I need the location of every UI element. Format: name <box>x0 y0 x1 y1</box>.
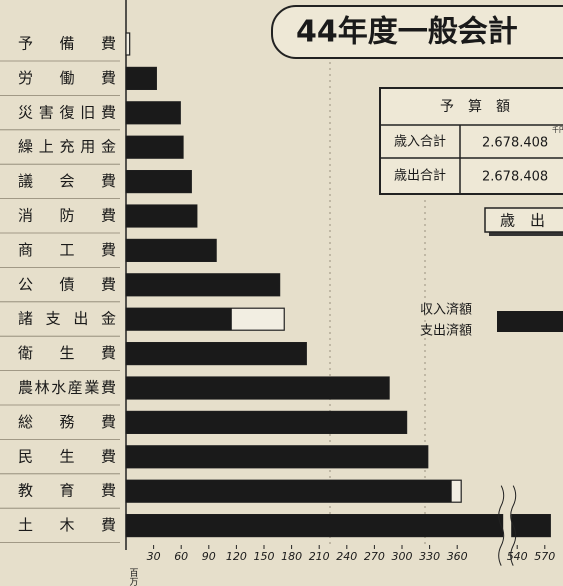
category-label: 民生費 <box>18 447 116 465</box>
category-label: 土木費 <box>18 516 116 534</box>
bar <box>126 239 217 262</box>
table-cell: 歳出合計 <box>394 168 446 184</box>
category-label: 総務費 <box>18 413 116 431</box>
category-label: 議会費 <box>18 172 116 190</box>
legend-label: 支出済額 <box>420 323 472 339</box>
x-tick-label: 150 <box>254 550 275 563</box>
table-cell: 2.678.408 <box>482 136 548 151</box>
x-tick-label: 120 <box>226 550 247 563</box>
break-gap <box>503 511 512 540</box>
category-label: 教育費 <box>18 482 116 500</box>
x-unit: 百万円 <box>128 568 139 586</box>
x-tick-label: 270 <box>364 550 385 563</box>
tag-box <box>484 207 563 233</box>
x-tick-label: 90 <box>202 550 216 563</box>
legend-label: 収入済額 <box>420 302 472 318</box>
category-label: 衛生費 <box>18 344 116 362</box>
category-label: 消防費 <box>18 207 116 225</box>
x-tick-label: 240 <box>336 550 357 563</box>
table-unit: 千円 <box>552 125 563 134</box>
x-tick-label: 540 <box>507 550 528 563</box>
x-tick-label: 30 <box>147 550 161 563</box>
table-frame <box>379 87 563 195</box>
title-box <box>271 5 563 59</box>
category-label: 予備費 <box>18 35 116 53</box>
table-header: 予 算 額 <box>440 99 510 115</box>
budget-table: 予 算 額 千円 歳入合計 2.678.408 歳出合計 2.678.408 <box>379 87 563 195</box>
x-tick-label: 210 <box>309 550 330 563</box>
bar <box>126 205 197 227</box>
x-tick-label: 360 <box>447 550 468 563</box>
category-label: 農林水産業費 <box>18 379 116 397</box>
category-label: 公債費 <box>18 275 116 293</box>
category-label: 労働費 <box>18 69 116 87</box>
bar <box>126 101 181 124</box>
break-mark <box>498 485 505 566</box>
x-tick-label: 180 <box>281 550 302 563</box>
title: 44年度一般会計 <box>296 15 518 50</box>
bar <box>126 342 307 365</box>
bar <box>126 170 192 193</box>
bar <box>126 136 184 159</box>
bar <box>126 445 428 468</box>
category-label: 商工費 <box>18 241 116 259</box>
bar <box>126 273 280 296</box>
bar <box>126 67 157 90</box>
legend-swatch <box>497 311 563 332</box>
bar <box>126 480 452 503</box>
section-tag: 歳 出 <box>500 212 545 230</box>
x-tick-label: 330 <box>419 550 440 563</box>
x-tick-label: 570 <box>534 550 555 563</box>
x-tick-label: 300 <box>392 550 413 563</box>
category-label: 災害復旧費 <box>18 103 116 121</box>
category-label: 繰上充用金 <box>18 138 116 156</box>
bar <box>126 411 407 434</box>
bar <box>126 308 232 331</box>
bar <box>126 514 551 537</box>
bar-outline <box>125 32 131 56</box>
break-mark <box>510 485 517 566</box>
table-cell: 2.678.408 <box>482 170 548 185</box>
x-tick-label: 60 <box>174 550 188 563</box>
table-cell: 歳入合計 <box>394 134 446 150</box>
bar <box>126 377 390 399</box>
